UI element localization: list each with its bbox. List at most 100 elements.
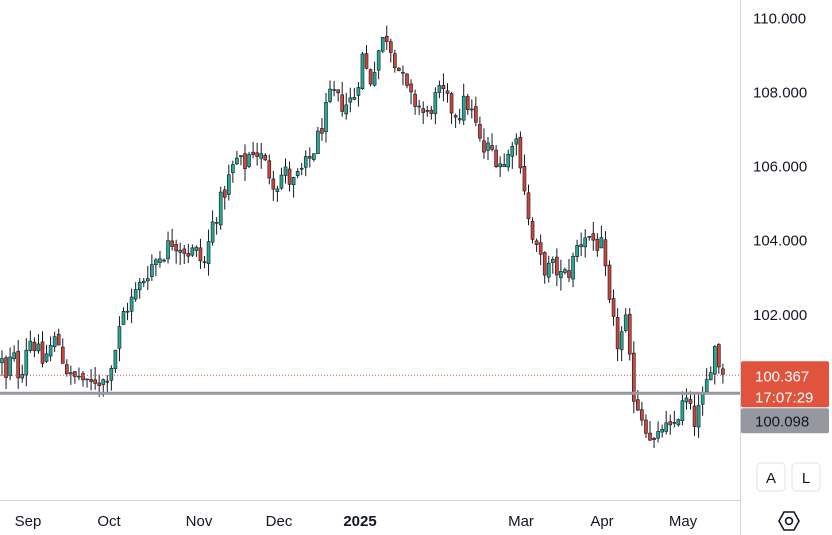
candle-down[interactable]	[567, 270, 571, 278]
candle-up[interactable]	[328, 88, 332, 102]
candle-up[interactable]	[425, 110, 430, 112]
time-axis[interactable]: Sep Oct Nov Dec 2025 Mar Apr May	[15, 513, 698, 530]
candle-up[interactable]	[12, 352, 16, 360]
candle-down[interactable]	[307, 156, 312, 159]
candle-down[interactable]	[251, 151, 255, 156]
candle-down[interactable]	[336, 89, 340, 94]
candle-up[interactable]	[291, 177, 296, 186]
candle-up[interactable]	[664, 422, 669, 432]
candle-down[interactable]	[429, 109, 434, 114]
candle-down[interactable]	[595, 238, 600, 251]
candle-down[interactable]	[384, 35, 389, 42]
candle-up[interactable]	[20, 373, 25, 379]
candle-down[interactable]	[494, 149, 498, 167]
candle-up[interactable]	[376, 50, 381, 71]
candle-down[interactable]	[648, 432, 652, 441]
candle-up[interactable]	[316, 130, 320, 155]
candle-up[interactable]	[239, 155, 243, 158]
candle-down[interactable]	[397, 67, 401, 72]
candle-down[interactable]	[644, 419, 648, 434]
candle-down[interactable]	[672, 421, 677, 424]
candle-up[interactable]	[599, 237, 604, 249]
candle-down[interactable]	[320, 128, 324, 134]
candle-down[interactable]	[255, 152, 259, 157]
candle-up[interactable]	[24, 349, 29, 376]
candle-down[interactable]	[591, 233, 596, 241]
candle-down[interactable]	[222, 189, 227, 198]
candle-down[interactable]	[542, 252, 547, 276]
candle-down[interactable]	[688, 399, 693, 404]
candle-down[interactable]	[340, 94, 345, 112]
candle-down[interactable]	[518, 136, 523, 169]
candle-up[interactable]	[559, 271, 563, 278]
candle-up[interactable]	[283, 166, 288, 176]
candle-up[interactable]	[469, 108, 474, 111]
candle-up[interactable]	[506, 153, 511, 168]
candle-up[interactable]	[510, 145, 515, 157]
candle-down[interactable]	[611, 298, 616, 317]
candle-up[interactable]	[146, 278, 150, 282]
candle-down[interactable]	[65, 364, 69, 375]
candle-down[interactable]	[105, 380, 110, 383]
candle-down[interactable]	[364, 53, 369, 69]
candle-up[interactable]	[44, 353, 49, 362]
candle-down[interactable]	[56, 333, 61, 346]
candle-up[interactable]	[214, 222, 219, 224]
candle-down[interactable]	[388, 41, 393, 53]
candle-up[interactable]	[437, 85, 442, 93]
candle-down[interactable]	[81, 373, 85, 381]
candle-up[interactable]	[696, 405, 701, 428]
candle-up[interactable]	[332, 89, 336, 91]
candle-up[interactable]	[546, 262, 551, 278]
candle-down[interactable]	[530, 221, 535, 240]
candle-up[interactable]	[486, 142, 490, 151]
candle-up[interactable]	[52, 336, 57, 348]
candle-down[interactable]	[717, 344, 721, 368]
candle-up[interactable]	[619, 331, 624, 350]
candle-up[interactable]	[401, 71, 405, 74]
candle-down[interactable]	[631, 352, 636, 402]
candle-down[interactable]	[89, 379, 93, 382]
candle-down[interactable]	[16, 350, 21, 379]
candle-down[interactable]	[490, 145, 494, 150]
candle-up[interactable]	[656, 431, 660, 439]
candle-down[interactable]	[526, 192, 531, 220]
candle-up[interactable]	[380, 37, 385, 52]
candle-down[interactable]	[668, 421, 673, 426]
candle-up[interactable]	[121, 311, 126, 325]
candle-up[interactable]	[348, 97, 353, 103]
candle-up[interactable]	[125, 310, 130, 313]
candle-down[interactable]	[474, 106, 478, 123]
candle-up[interactable]	[0, 358, 4, 364]
candle-down[interactable]	[421, 108, 426, 113]
candle-up[interactable]	[372, 72, 377, 86]
candle-up[interactable]	[303, 156, 308, 168]
auto-scale-button[interactable]: A	[756, 462, 786, 492]
candle-up[interactable]	[166, 240, 170, 260]
candle-up[interactable]	[158, 258, 162, 263]
candle-down[interactable]	[97, 382, 101, 386]
candle-up[interactable]	[356, 87, 361, 96]
candle-up[interactable]	[227, 174, 231, 195]
candle-up[interactable]	[275, 188, 280, 193]
candle-up[interactable]	[575, 245, 579, 258]
candle-up[interactable]	[133, 289, 138, 300]
candle-down[interactable]	[692, 405, 697, 427]
candle-down[interactable]	[243, 153, 247, 169]
candle-down[interactable]	[174, 244, 178, 252]
candle-down[interactable]	[465, 96, 470, 111]
candle-up[interactable]	[312, 153, 316, 160]
candle-up[interactable]	[461, 95, 466, 121]
candle-down[interactable]	[60, 346, 65, 364]
candle-up[interactable]	[324, 102, 328, 132]
candle-down[interactable]	[615, 316, 620, 350]
candle-up[interactable]	[676, 419, 681, 426]
candle-up[interactable]	[48, 345, 53, 357]
candle-down[interactable]	[32, 341, 37, 352]
candle-up[interactable]	[502, 164, 507, 167]
candle-up[interactable]	[623, 314, 628, 331]
candle-up[interactable]	[8, 356, 12, 377]
candle-up[interactable]	[417, 105, 421, 108]
candle-up[interactable]	[583, 237, 588, 248]
